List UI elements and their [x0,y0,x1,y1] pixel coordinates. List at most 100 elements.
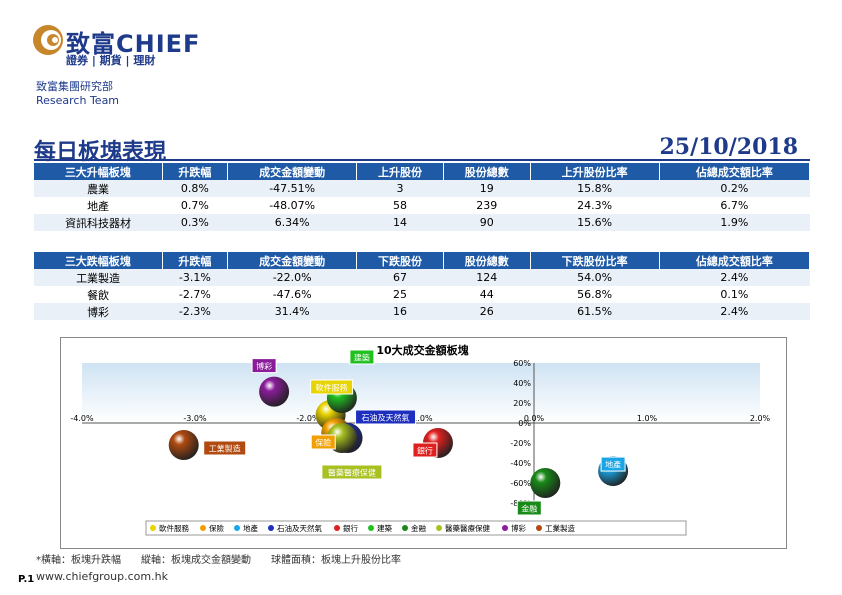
department-en: Research Team [36,94,120,107]
top-losers-table: 三大跌幅板塊 升跌幅 成交金額變動 下跌股份 股份總數 下跌股份比率 佔總成交額比率 工業製… [34,252,811,320]
brand-logo [33,25,63,55]
table-row: 工業製造 -3.1% -22.0% 67 124 54.0% 2.4% [34,269,810,286]
bubble-9 [259,376,290,407]
table-row: 農業 0.8% -47.51% 3 19 15.8% 0.2% [34,180,810,197]
table-cell: 3 [356,180,444,197]
x-tick-label: -3.0% [183,414,207,423]
y-tick-label: 0% [518,419,531,428]
table-cell: -47.6% [227,286,357,303]
column-header: 股份總數 [443,252,531,269]
column-header: 股份總數 [443,163,531,180]
table-cell: 15.6% [530,214,660,231]
data-label: 工業製造 [209,444,241,454]
table-cell: 0.2% [659,180,810,197]
table-cell: 14 [356,214,444,231]
table-cell: 15.8% [530,180,660,197]
website-link[interactable]: www.chiefgroup.com.hk [36,570,168,583]
data-label-box [600,456,626,472]
table-cell: 6.7% [659,197,810,214]
legend-label: 地產 [243,523,258,533]
brand-tagline: 證券 | 期貨 | 理財 [66,54,156,67]
data-label: 石油及天然氣 [362,413,410,423]
table-cell: 24.3% [530,197,660,214]
table-row: 地產 0.7% -48.07% 58 239 24.3% 6.7% [34,197,810,214]
table-cell: 54.0% [530,269,660,286]
bubble-chart: 10大成交金額板塊 -4.0% -3.0% -2.0% -1.0% 0.0% 1.0% 2.0… [70,343,771,536]
table-cell: 26 [443,303,531,320]
table-cell: 44 [443,286,531,303]
data-label: 博彩 [256,361,272,371]
y-tick-label: 60% [513,359,531,368]
chart-footnote: *橫軸：板塊升跌幅 縱軸：板塊成交金額變動 球體面積：板塊上升股份比率 [36,555,401,566]
legend-marker [200,525,206,531]
column-header: 下跌股份 [356,252,444,269]
column-header: 下跌股份比率 [530,252,660,269]
page-number: P.1 [18,574,35,585]
table-cell: 2.4% [659,269,810,286]
table-cell: 地產 [34,197,163,214]
table-cell: -2.7% [162,286,228,303]
column-header: 成交金額變動 [227,163,358,180]
data-label: 地產 [605,460,621,470]
legend-marker [268,525,274,531]
column-header: 佔總成交額比率 [659,252,811,269]
department: 致富集團研究部 Research Team [36,80,119,108]
column-header: 佔總成交額比率 [659,163,811,180]
table-cell: 2.4% [659,303,810,320]
x-tick-label: 1.0% [637,414,658,423]
table-row: 資訊科技器材 0.3% 6.34% 14 90 15.6% 1.9% [34,214,810,231]
y-tick-label: -20% [510,439,531,448]
data-label-box [321,464,383,480]
table-cell: 239 [443,197,531,214]
table-cell: 16 [356,303,444,320]
data-label-box [412,442,438,458]
legend-marker [536,525,542,531]
table-row: 博彩 -2.3% 31.4% 16 26 61.5% 2.4% [34,303,810,320]
data-label: 保險 [315,438,331,448]
data-label: 軟件服務 [316,383,348,393]
table-cell: -2.3% [162,303,228,320]
bubble-7 [530,468,561,498]
bubble-10 [168,430,199,460]
table-cell: 1.9% [659,214,810,231]
table-cell: 0.8% [162,180,228,197]
legend-marker [150,525,156,531]
legend-box [145,520,687,536]
column-header: 三大升幅板塊 [34,163,163,180]
y-tick-label: -40% [510,459,531,468]
table-cell: 6.34% [227,214,357,231]
legend-marker [234,525,240,531]
legend-label: 石油及天然氣 [277,523,322,533]
y-tick-label: 20% [513,399,531,408]
column-header: 成交金額變動 [227,252,358,269]
legend-marker [402,525,408,531]
data-label-box [203,440,247,456]
data-label-box [355,409,417,425]
table-cell: -3.1% [162,269,228,286]
table-cell: -47.51% [227,180,357,197]
table-cell: 19 [443,180,531,197]
table-cell: 124 [443,269,531,286]
column-header: 升跌幅 [162,252,229,269]
table-cell: 工業製造 [34,269,163,286]
data-label: 建築 [354,353,370,363]
legend-marker [334,525,340,531]
department-cn: 致富集團研究部 [36,80,113,93]
legend-label: 博彩 [511,523,526,533]
table-cell: -48.07% [227,197,357,214]
legend-label: 軟件服務 [159,523,189,533]
x-tick-label: 0.0% [524,414,545,423]
table-cell: 56.8% [530,286,660,303]
legend-label: 工業製造 [545,523,575,533]
table-cell: 餐飲 [34,286,163,303]
column-header: 上升股份比率 [530,163,660,180]
legend-label: 醫藥醫療保健 [445,523,490,533]
legend-label: 金融 [411,523,426,533]
table-row: 餐飲 -2.7% -47.6% 25 44 56.8% 0.1% [34,286,810,303]
table-cell: 資訊科技器材 [34,214,163,231]
chart-title: 10大成交金額板塊 [376,343,468,357]
table-cell: 58 [356,197,444,214]
legend-label: 建築 [377,523,392,533]
table-cell: -22.0% [227,269,357,286]
x-tick-label: -2.0% [296,414,320,423]
